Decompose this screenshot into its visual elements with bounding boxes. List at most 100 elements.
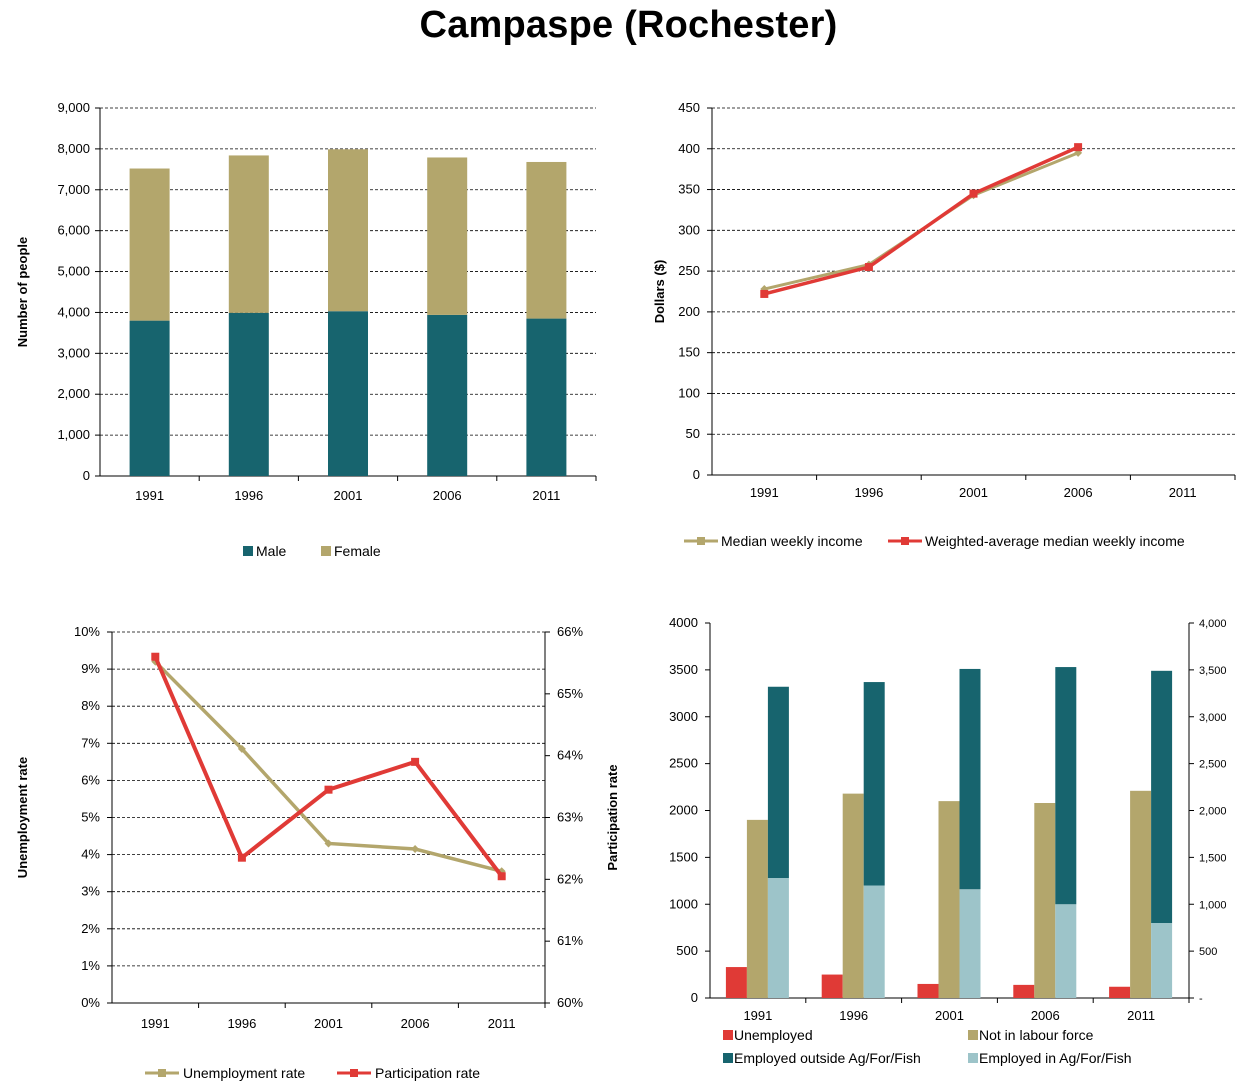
labour-ytick-right-label: 500: [1199, 946, 1217, 958]
labour-ytick-label: 3000: [669, 709, 698, 724]
income-weighted-point: [760, 289, 769, 298]
labour-ytick-label: 500: [676, 943, 698, 958]
rates-ytick-right-label: 60%: [557, 995, 583, 1010]
legend-weighted-income-marker: [901, 537, 909, 545]
income-series-line: [763, 145, 1079, 296]
labour-ytick-label: 0: [691, 990, 698, 1005]
rates-unemployment-point: [411, 845, 420, 854]
labour-ytick-right-label: 2,500: [1199, 759, 1227, 771]
income-ytick-label: 450: [678, 100, 700, 115]
rates-ytick-right-label: 62%: [557, 871, 583, 886]
rates-ytick-label: 9%: [81, 661, 100, 676]
rates-xtick-label: 2006: [401, 1016, 430, 1031]
labour-bar-unemployed: [821, 974, 843, 998]
rates-ylabel: Unemployment rate: [15, 757, 30, 878]
labour-bar-not-in-labour-force: [938, 801, 960, 998]
population-ytick-label: 3,000: [57, 345, 90, 360]
legend-not-in-labour-force-label: Not in labour force: [979, 1027, 1094, 1043]
legend-male-swatch: [243, 546, 253, 556]
population-xtick-label: 2001: [334, 488, 363, 503]
legend-not-in-labour-force-swatch: [968, 1030, 978, 1040]
legend-weighted-income-label: Weighted-average median weekly income: [925, 533, 1185, 549]
legend-median-income-marker: [697, 537, 705, 545]
labour-bar-unemployed: [725, 967, 747, 998]
income-xtick-label: 2011: [1169, 485, 1197, 500]
population-ytick-label: 2,000: [57, 386, 90, 401]
population-ytick-label: 5,000: [57, 264, 90, 279]
rates-ytick-label: 6%: [81, 772, 100, 787]
rates-ytick-label: 3%: [81, 884, 100, 899]
legend-employed-outside-label: Employed outside Ag/For/Fish: [734, 1050, 921, 1066]
population-ytick-label: 7,000: [57, 182, 90, 197]
population-ytick-label: 0: [83, 468, 90, 483]
labour-ytick-right-label: 1,500: [1199, 852, 1227, 864]
population-bar-male: [427, 314, 468, 476]
labour-bar-not-in-labour-force: [1034, 803, 1056, 998]
labour-ytick-right-label: -: [1199, 993, 1203, 1005]
labour-bar-employed-outside: [959, 668, 981, 890]
population-xtick-label: 1996: [234, 488, 263, 503]
labour-bar-employed-in: [1151, 923, 1173, 998]
labour-xtick-label: 1996: [839, 1008, 868, 1023]
labour-xtick-label: 2006: [1031, 1008, 1060, 1023]
population-ytick-label: 8,000: [57, 141, 90, 156]
labour-bar-employed-in: [863, 885, 885, 998]
legend-employed-in-label: Employed in Ag/For/Fish: [979, 1050, 1132, 1066]
population-bar-male: [526, 318, 567, 476]
labour-xtick-label: 1991: [743, 1008, 772, 1023]
labour-ytick-right-label: 1,000: [1199, 899, 1227, 911]
population-ytick-label: 6,000: [57, 223, 90, 238]
rates-ytick-label: 0%: [81, 995, 100, 1010]
labour-ytick-label: 4000: [669, 615, 698, 630]
legend-female-swatch: [321, 546, 331, 556]
income-ytick-label: 300: [678, 222, 700, 237]
rates-ytick-label: 5%: [81, 810, 100, 825]
rates-participation-point: [497, 872, 506, 881]
rates-ylabel-right: Participation rate: [605, 764, 620, 870]
rates-xtick-label: 2011: [488, 1016, 516, 1031]
rates-ytick-label: 8%: [81, 698, 100, 713]
population-bar-female: [328, 149, 368, 312]
population-xtick-label: 2011: [532, 488, 560, 503]
labour-ytick-label: 1000: [669, 896, 698, 911]
rates-ytick-label: 4%: [81, 847, 100, 862]
population-ytick-label: 4,000: [57, 304, 90, 319]
income-ytick-label: 150: [678, 345, 700, 360]
population-bar-female: [228, 155, 269, 313]
rates-xtick-label: 1996: [227, 1016, 256, 1031]
rates-ytick-right-label: 66%: [557, 624, 583, 639]
income-ytick-label: 0: [693, 467, 700, 482]
population-bar-female: [129, 168, 170, 321]
labour-bar-unemployed: [1109, 986, 1131, 998]
rates-unemployment-point: [324, 839, 333, 848]
labour-bar-employed-outside: [767, 686, 789, 878]
labour-bar-employed-in: [1055, 904, 1077, 998]
legend-employed-outside-swatch: [723, 1053, 733, 1063]
rates-ytick-label: 7%: [81, 735, 100, 750]
income-series-line: [763, 151, 1079, 291]
income-ytick-label: 350: [678, 182, 700, 197]
rates-participation-point: [151, 652, 160, 661]
labour-bar-employed-outside: [1055, 667, 1077, 905]
labour-ytick-label: 3500: [669, 662, 698, 677]
labour-bar-employed-outside: [863, 682, 885, 886]
labour-bar-employed-in: [767, 878, 789, 998]
labour-ytick-label: 1500: [669, 849, 698, 864]
rates-ytick-label: 10%: [74, 624, 100, 639]
income-xtick-label: 1996: [854, 485, 883, 500]
population-ytick-label: 9,000: [57, 100, 90, 115]
rates-ytick-right-label: 65%: [557, 686, 583, 701]
rates-xtick-label: 2001: [314, 1016, 343, 1031]
labour-bar-not-in-labour-force: [1130, 790, 1152, 998]
population-bar-female: [427, 157, 468, 315]
labour-ytick-right-label: 2,000: [1199, 806, 1227, 818]
legend-participation-label: Participation rate: [375, 1065, 480, 1081]
income-weighted-point: [969, 189, 978, 198]
legend-participation-marker: [350, 1069, 358, 1077]
labour-bar-employed-outside: [1151, 670, 1173, 923]
labour-bar-unemployed: [1013, 984, 1035, 998]
rates-ytick-right-label: 61%: [557, 933, 583, 948]
legend-female-label: Female: [334, 543, 381, 559]
labour-xtick-label: 2001: [935, 1008, 964, 1023]
